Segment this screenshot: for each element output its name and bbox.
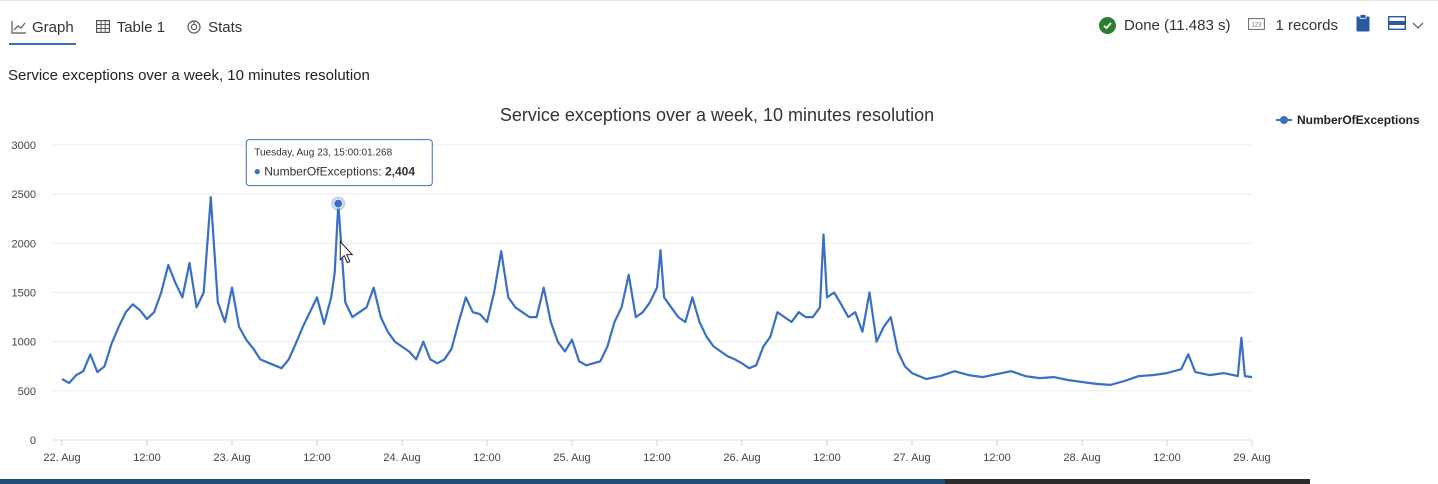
records-count-text: 1 records bbox=[1275, 16, 1338, 34]
highlighted-point bbox=[333, 198, 344, 209]
bottom-bar bbox=[0, 479, 1310, 484]
x-tick-label: 22. Aug bbox=[43, 452, 80, 464]
y-tick-label: 2000 bbox=[12, 238, 36, 250]
y-tick-label: 3000 bbox=[12, 140, 36, 152]
records-count: 123 1 records bbox=[1248, 17, 1338, 34]
tab-stats-label: Stats bbox=[208, 18, 243, 36]
y-tick-label: 500 bbox=[18, 386, 36, 398]
mouse-cursor-icon bbox=[339, 240, 354, 264]
tooltip-series-dot bbox=[254, 169, 260, 175]
tooltip-value-number: 2,404 bbox=[385, 165, 415, 179]
done-status-text: Done (11.483 s) bbox=[1124, 16, 1231, 34]
result-tabs: Graph Table 1 Stats bbox=[0, 10, 253, 45]
x-tick-label: 12:00 bbox=[303, 452, 331, 464]
x-tick-label: 12:00 bbox=[133, 452, 161, 464]
tab-graph[interactable]: Graph bbox=[0, 10, 85, 45]
top-border bbox=[0, 0, 1438, 4]
layout-icon bbox=[1387, 15, 1407, 34]
tab-table-1[interactable]: Table 1 bbox=[85, 10, 176, 44]
bottom-bar-dark bbox=[945, 479, 1310, 484]
x-tick-label: 12:00 bbox=[643, 452, 671, 464]
x-tick-label: 27. Aug bbox=[893, 452, 930, 464]
x-tick-label: 12:00 bbox=[473, 452, 501, 464]
stats-icon bbox=[187, 20, 203, 34]
records-icon: 123 bbox=[1248, 17, 1266, 34]
x-tick-label: 23. Aug bbox=[213, 452, 250, 464]
x-tick-label: 25. Aug bbox=[553, 452, 590, 464]
line-chart-icon bbox=[11, 20, 27, 34]
tooltip-box bbox=[245, 139, 433, 187]
legend-marker bbox=[1280, 116, 1288, 124]
x-tick-label: 28. Aug bbox=[1063, 452, 1100, 464]
x-tick-label: 12:00 bbox=[813, 452, 841, 464]
x-tick-label: 29. Aug bbox=[1233, 452, 1270, 464]
copy-button[interactable] bbox=[1356, 14, 1370, 36]
tooltip-value: NumberOfExceptions: 2,404 bbox=[264, 165, 415, 179]
series-line-number-of-exceptions bbox=[61, 196, 1253, 386]
x-tick-label: 12:00 bbox=[1153, 452, 1181, 464]
tab-stats[interactable]: Stats bbox=[176, 10, 253, 44]
chart-title: Service exceptions over a week, 10 minut… bbox=[500, 105, 934, 125]
chevron-down-icon bbox=[1412, 17, 1424, 34]
done-status: Done (11.483 s) bbox=[1099, 16, 1231, 34]
x-tick-label: 12:00 bbox=[983, 452, 1011, 464]
y-tick-label: 1000 bbox=[12, 337, 36, 349]
x-tick-label: 24. Aug bbox=[383, 452, 420, 464]
query-status-bar: Done (11.483 s) 123 1 records bbox=[1081, 12, 1424, 38]
exceptions-line-chart: Service exceptions over a week, 10 minut… bbox=[12, 105, 1421, 464]
x-tick-label: 26. Aug bbox=[723, 452, 760, 464]
table-icon bbox=[95, 20, 112, 34]
tooltip-value-label: NumberOfExceptions: bbox=[264, 165, 385, 179]
tooltip-time: Tuesday, Aug 23, 15:00:01.268 bbox=[254, 148, 392, 159]
tab-table-1-label: Table 1 bbox=[116, 18, 166, 36]
tab-graph-label: Graph bbox=[32, 18, 74, 36]
clipboard-icon bbox=[1356, 14, 1370, 36]
y-tick-label: 2500 bbox=[12, 189, 36, 201]
y-tick-label: 1500 bbox=[12, 288, 36, 300]
layout-menu-button[interactable] bbox=[1387, 15, 1424, 34]
legend-label: NumberOfExceptions bbox=[1297, 113, 1420, 127]
query-title: Service exceptions over a week, 10 minut… bbox=[8, 67, 370, 84]
y-tick-label: 0 bbox=[30, 435, 36, 447]
check-circle-icon bbox=[1099, 16, 1117, 34]
svg-text:123: 123 bbox=[1252, 22, 1263, 28]
